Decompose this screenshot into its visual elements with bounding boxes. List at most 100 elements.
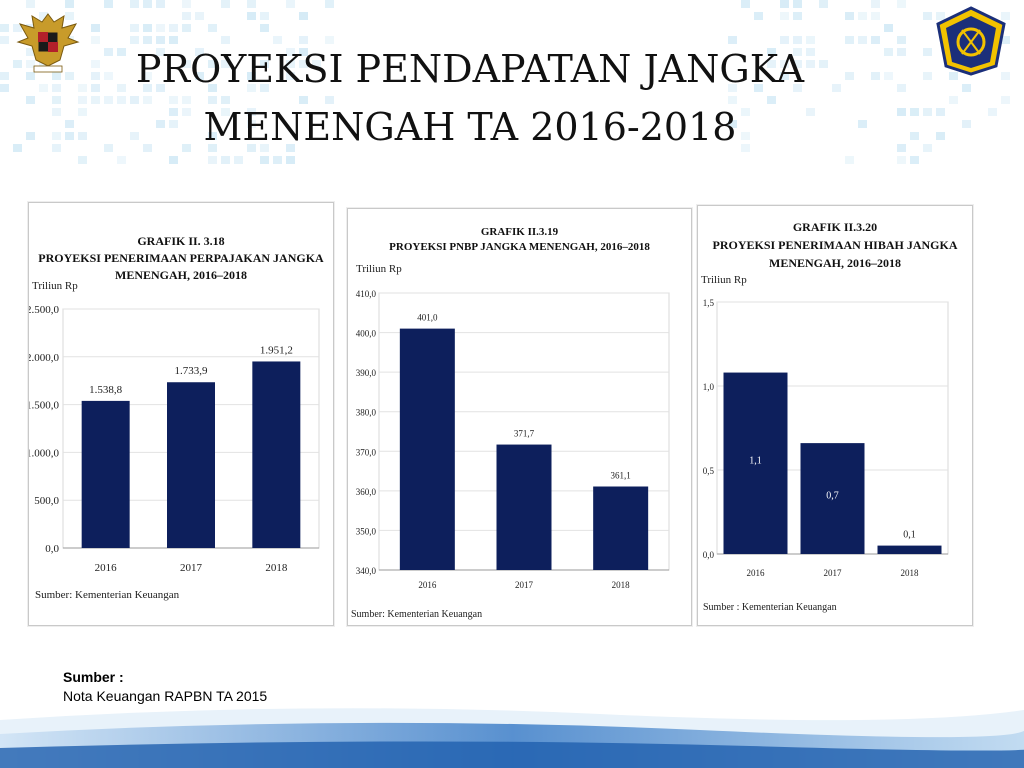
decorative-pixel: [260, 84, 269, 92]
decorative-pixel: [780, 12, 789, 20]
decorative-pixel: [767, 96, 776, 104]
y-tick-label: 0,0: [45, 543, 59, 555]
decorative-pixel: [923, 48, 932, 56]
decorative-pixel: [260, 12, 269, 20]
decorative-pixel: [208, 96, 217, 104]
decorative-pixel: [858, 12, 867, 20]
bar-2018: [877, 545, 942, 554]
decorative-pixel: [221, 36, 230, 44]
x-tick-label: 2016: [95, 562, 118, 574]
decorative-pixel: [26, 48, 35, 56]
decorative-pixel: [221, 96, 230, 104]
decorative-pixel: [156, 84, 165, 92]
decorative-pixel: [1001, 12, 1010, 20]
decorative-pixel: [260, 60, 269, 68]
y-tick-label: 350,0: [356, 526, 377, 536]
bar-2017: [496, 444, 552, 570]
chart-panel-pnbp: GRAFIK II.3.19 PROYEKSI PNBP JANGKA MENE…: [347, 208, 692, 626]
decorative-pixel: [91, 60, 100, 68]
decorative-pixel: [182, 96, 191, 104]
decorative-pixel: [897, 0, 906, 8]
decorative-pixel: [767, 60, 776, 68]
chart-title-line-1: GRAFIK II.3.19: [480, 226, 559, 238]
decorative-pixel: [871, 0, 880, 8]
decorative-pixel: [819, 60, 828, 68]
decorative-pixel: [78, 108, 87, 116]
chart-source: Sumber: Kementerian Keuangan: [351, 609, 483, 620]
decorative-pixel: [299, 12, 308, 20]
decorative-pixel: [923, 108, 932, 116]
decorative-pixel: [52, 132, 61, 140]
data-label: 1.538,8: [89, 384, 123, 396]
decorative-pixel: [26, 0, 35, 8]
data-label: 0,1: [903, 530, 916, 541]
decorative-pixel: [52, 84, 61, 92]
chart-panel-grants: GRAFIK II.3.20 PROYEKSI PENERIMAAN HIBAH…: [697, 205, 973, 626]
decorative-pixel: [728, 120, 737, 128]
decorative-pixel: [286, 156, 295, 164]
decorative-pixel: [325, 96, 334, 104]
y-axis-label: Triliun Rp: [701, 274, 747, 286]
decorative-pixel: [208, 60, 217, 68]
decorative-pixel: [78, 156, 87, 164]
decorative-pixel: [65, 0, 74, 8]
footer-wave-decoration: [0, 708, 1024, 768]
decorative-pixel: [208, 24, 217, 32]
decorative-pixel: [845, 72, 854, 80]
decorative-pixel: [143, 0, 152, 8]
data-label: 361,1: [611, 471, 631, 481]
decorative-pixel: [156, 120, 165, 128]
decorative-pixel: [845, 36, 854, 44]
decorative-pixel: [13, 60, 22, 68]
decorative-pixel: [221, 156, 230, 164]
decorative-pixel: [858, 36, 867, 44]
decorative-pixel: [169, 156, 178, 164]
chart-title-line-3: MENENGAH, 2016–2018: [115, 268, 247, 282]
decorative-pixel: [780, 72, 789, 80]
decorative-pixel: [897, 36, 906, 44]
decorative-pixel: [923, 12, 932, 20]
decorative-pixel: [936, 108, 945, 116]
decorative-pixel: [299, 48, 308, 56]
decorative-pixel: [910, 132, 919, 140]
decorative-pixel: [182, 12, 191, 20]
data-label: 1.951,2: [260, 344, 293, 356]
decorative-pixel: [936, 12, 945, 20]
page-title-line-1: PROYEKSI PENDAPATAN JANGKA: [135, 47, 805, 91]
decorative-pixel: [286, 48, 295, 56]
decorative-pixel: [195, 48, 204, 56]
decorative-pixel: [962, 84, 971, 92]
decorative-pixel: [299, 96, 308, 104]
y-tick-label: 340,0: [356, 566, 377, 576]
decorative-pixel: [741, 132, 750, 140]
decorative-pixel: [1001, 36, 1010, 44]
decorative-pixel: [910, 156, 919, 164]
decorative-pixel: [247, 84, 256, 92]
decorative-pixel: [117, 48, 126, 56]
decorative-pixel: [130, 96, 139, 104]
decorative-pixel: [65, 132, 74, 140]
decorative-pixel: [871, 36, 880, 44]
decorative-pixel: [169, 24, 178, 32]
bar-2016: [399, 328, 455, 570]
decorative-pixel: [832, 84, 841, 92]
decorative-pixel: [195, 72, 204, 80]
decorative-pixel: [754, 12, 763, 20]
x-tick-label: 2017: [180, 562, 203, 574]
chart-source: Sumber: Kementerian Keuangan: [35, 589, 180, 601]
decorative-pixel: [143, 24, 152, 32]
decorative-pixel: [767, 48, 776, 56]
decorative-pixel: [169, 96, 178, 104]
chart-title-line-3: MENENGAH, 2016–2018: [769, 256, 901, 270]
decorative-pixel: [988, 108, 997, 116]
decorative-pixel: [247, 144, 256, 152]
y-tick-label: 0,5: [703, 466, 715, 476]
decorative-pixel: [143, 96, 152, 104]
decorative-pixel: [156, 0, 165, 8]
chart-title-line-1: GRAFIK II.3.20: [792, 220, 878, 234]
decorative-pixel: [806, 48, 815, 56]
decorative-pixel: [1001, 96, 1010, 104]
decorative-pixel: [182, 144, 191, 152]
decorative-pixel: [247, 108, 256, 116]
data-label: 1,1: [749, 455, 762, 466]
